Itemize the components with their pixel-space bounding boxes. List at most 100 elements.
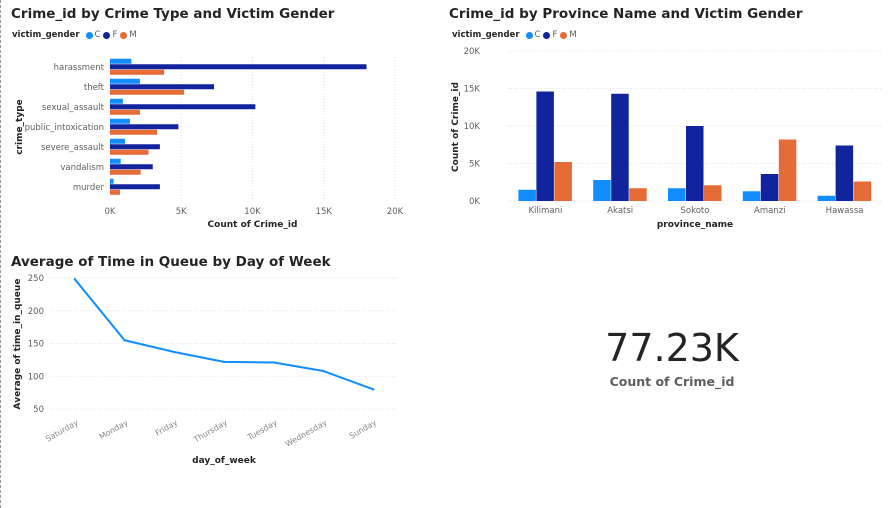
- chart3-x-tick-label: Saturday: [44, 418, 80, 444]
- chart2-category-label: Sokoto: [681, 206, 710, 216]
- chart1-y-axis-title: crime_type: [15, 99, 25, 155]
- chart2-bar-f: [835, 145, 854, 201]
- chart3-y-tick-label: 150: [28, 340, 44, 350]
- legend-dot-icon: [103, 31, 111, 39]
- legend-dot-icon: [560, 31, 568, 39]
- chart1-x-tick-label: 15K: [316, 207, 333, 217]
- chart3-title: Average of Time in Queue by Day of Week: [11, 254, 331, 270]
- chart3-x-tick-label: Friday: [154, 418, 180, 438]
- canvas-left-border: [0, 0, 2, 508]
- chart1-bar-m: [110, 169, 141, 175]
- chart3-x-tick-label: Tuesday: [245, 418, 279, 443]
- chart3-x-tick-label: Thursday: [191, 418, 229, 445]
- chart2-bar-m: [704, 185, 722, 201]
- chart2-bar-m: [554, 162, 572, 201]
- chart1-bar-c: [110, 158, 121, 164]
- chart1-legend-item-m[interactable]: M: [120, 30, 137, 40]
- chart2-y-tick-label: 0K: [469, 197, 480, 207]
- chart3-point: [222, 360, 226, 364]
- chart3-point: [272, 361, 275, 364]
- chart2-bar-f: [686, 126, 704, 201]
- chart3-y-axis-title: Average of time_in_queue: [13, 279, 23, 410]
- chart2-y-tick-label: 10K: [464, 122, 481, 132]
- chart2-bar-c: [668, 188, 686, 201]
- chart1-bar-m: [110, 69, 165, 75]
- chart1-x-tick-label: 10K: [244, 207, 261, 217]
- card-value: 77.23K: [605, 326, 739, 370]
- province-bar-visual[interactable]: Crime_id by Province Name and Victim Gen…: [440, 0, 894, 240]
- chart1-bar-m: [110, 149, 149, 155]
- time-in-queue-line-visual[interactable]: Average of Time in Queue by Day of Week …: [0, 248, 420, 508]
- chart3-x-tick-label: Monday: [98, 418, 130, 442]
- chart3-series-line: [74, 278, 374, 391]
- chart2-bar-c: [817, 195, 836, 201]
- chart1-x-tick-label: 20K: [387, 207, 404, 217]
- chart1-category-label: sexual_assault: [42, 103, 105, 113]
- chart1-svg: 0K 5K 10K 15K 20K harassment theft sexual_assau…: [15, 57, 404, 230]
- chart3-svg: 50 100 150 200 250 Saturday Monday Friday Thursd…: [13, 274, 398, 466]
- chart1-bar-f: [110, 64, 367, 70]
- chart2-bar-c: [518, 189, 536, 201]
- chart3-point: [73, 278, 77, 281]
- chart2-bar-f: [611, 93, 629, 201]
- chart3-x-axis-title: day_of_week: [192, 456, 257, 466]
- chart2-legend: victim_gender C F M: [452, 30, 580, 40]
- chart3-y-tick-label: 100: [28, 372, 44, 382]
- chart1-legend-item-f[interactable]: F: [103, 30, 117, 40]
- chart1-bar-f: [110, 124, 179, 130]
- chart1-bar-c: [110, 78, 140, 84]
- chart2-y-tick-label: 5K: [469, 160, 480, 170]
- chart3-point: [123, 339, 126, 342]
- legend-dot-icon: [543, 31, 551, 39]
- chart1-bar-c: [110, 118, 130, 124]
- legend-dot-icon: [85, 31, 93, 39]
- chart1-bar-m: [110, 189, 120, 195]
- chart2-legend-item-c[interactable]: C: [525, 30, 540, 40]
- card-label: Count of Crime_id: [609, 374, 735, 389]
- chart1-bar-f: [110, 84, 215, 90]
- chart1-x-tick-label: 0K: [105, 207, 116, 217]
- chart2-bar-m: [778, 139, 797, 201]
- chart1-category-label: public_intoxication: [25, 123, 104, 133]
- chart1-bar-c: [110, 178, 114, 184]
- chart2-category-label: Hawassa: [826, 206, 864, 216]
- chart3-y-tick-label: 250: [28, 274, 44, 284]
- chart1-bar-f: [110, 144, 160, 150]
- chart1-bar-m: [110, 89, 185, 95]
- chart2-bar-m: [853, 181, 872, 201]
- chart2-bar-m: [629, 188, 647, 201]
- chart3-x-tick-label: Wednesday: [284, 418, 329, 449]
- chart2-y-tick-label: 15K: [464, 85, 481, 95]
- chart2-bar-f: [536, 91, 554, 201]
- chart1-legend-item-c[interactable]: C: [85, 30, 100, 40]
- legend-dot-icon: [120, 31, 128, 39]
- chart2-category-label: Kilimani: [528, 206, 562, 216]
- chart1-category-label: severe_assault: [41, 143, 105, 153]
- chart3-point: [322, 369, 325, 373]
- chart3-point: [371, 388, 375, 391]
- chart3-y-tick-label: 50: [33, 405, 44, 415]
- chart2-x-axis-title: province_name: [657, 220, 733, 230]
- chart1-bar-f: [110, 184, 160, 190]
- chart1-category-label: theft: [84, 83, 105, 93]
- chart1-x-tick-label: 5K: [176, 207, 187, 217]
- chart1-category-label: harassment: [54, 63, 105, 73]
- chart1-category-label: murder: [73, 183, 105, 193]
- chart2-legend-item-f[interactable]: F: [543, 30, 557, 40]
- chart1-bar-f: [110, 164, 153, 170]
- chart3-point: [173, 350, 176, 354]
- chart1-x-axis-title: Count of Crime_id: [208, 220, 298, 230]
- chart2-y-axis-title: Count of Crime_id: [451, 82, 461, 172]
- chart1-bar-m: [110, 109, 140, 115]
- chart2-svg: 0K 5K 10K 15K 20K Kilimani Akatsi Sokoto Amanzi H…: [451, 47, 882, 230]
- chart1-legend: victim_gender C F M: [12, 30, 140, 40]
- chart1-bar-c: [110, 58, 132, 64]
- chart1-bar-c: [110, 98, 123, 104]
- crime-type-bar-visual[interactable]: Crime_id by Crime Type and Victim Gender…: [0, 0, 420, 240]
- chart2-title: Crime_id by Province Name and Victim Gen…: [449, 6, 803, 22]
- chart2-legend-item-m[interactable]: M: [560, 30, 577, 40]
- chart1-category-label: vandalism: [60, 163, 104, 173]
- chart2-y-tick-label: 20K: [464, 47, 481, 57]
- chart1-title: Crime_id by Crime Type and Victim Gender: [11, 6, 335, 22]
- chart2-category-label: Amanzi: [754, 206, 786, 216]
